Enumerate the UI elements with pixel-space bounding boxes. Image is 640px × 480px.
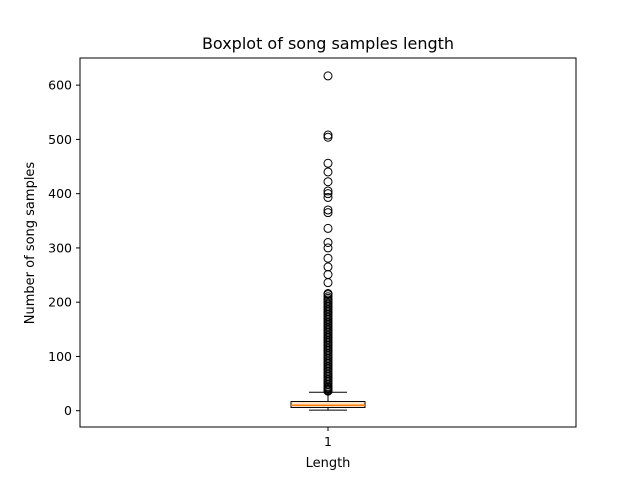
y-tick-label: 200: [48, 295, 72, 310]
outlier-point: [323, 205, 333, 215]
outlier-point: [323, 192, 333, 202]
y-tick-label: 500: [48, 132, 72, 147]
outlier-point: [323, 253, 333, 263]
chart-title: Boxplot of song samples length: [202, 34, 454, 53]
plot-frame: [79, 57, 577, 428]
outlier-point: [323, 270, 333, 280]
outlier-point: [323, 189, 333, 199]
outlier-point: [323, 238, 333, 247]
y-tick-label: 600: [48, 78, 72, 93]
outlier-point: [323, 130, 333, 140]
outlier-point: [323, 132, 333, 142]
outlier-point: [323, 262, 333, 272]
outlier-point: [323, 208, 333, 218]
outlier-point: [323, 223, 333, 233]
iqr-box: [290, 400, 366, 408]
outlier-point: [323, 386, 333, 396]
y-tick-label: 0: [64, 403, 72, 418]
y-tick-label: 400: [48, 186, 72, 201]
outlier-point: [323, 167, 333, 177]
outlier-point: [323, 278, 333, 288]
outlier-point: [323, 71, 333, 81]
outlier-point: [323, 158, 333, 168]
y-axis-label: Number of song samples: [23, 162, 38, 325]
x-axis-label: Length: [306, 456, 351, 471]
outlier-point: [323, 186, 333, 196]
y-tick-label: 300: [48, 240, 72, 255]
x-tick-label: 1: [324, 434, 332, 449]
outlier-point: [323, 243, 333, 253]
y-tick-label: 100: [48, 349, 72, 364]
outlier-point: [323, 177, 333, 187]
outlier-point: [323, 290, 333, 300]
